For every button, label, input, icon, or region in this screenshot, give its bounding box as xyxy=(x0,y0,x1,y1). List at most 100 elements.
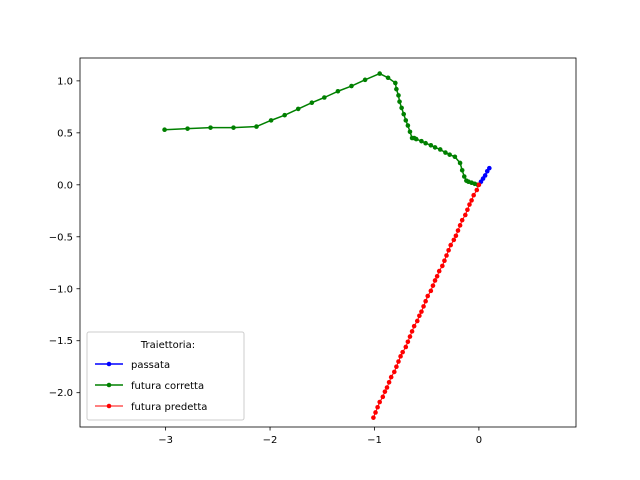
data-point-futura-predetta xyxy=(409,329,415,334)
legend-marker-swatch xyxy=(106,361,112,367)
data-point-futura-corretta xyxy=(457,160,463,166)
data-point-futura-predetta xyxy=(465,207,470,213)
data-point-futura-corretta xyxy=(443,150,448,155)
data-point-futura-corretta xyxy=(254,124,259,129)
data-point-futura-predetta xyxy=(448,242,453,248)
data-point-futura-predetta xyxy=(414,318,420,324)
data-point-futura-corretta xyxy=(403,118,409,123)
data-point-futura-corretta xyxy=(452,154,458,160)
x-tick-label: −1 xyxy=(367,435,382,446)
data-point-futura-predetta xyxy=(459,217,465,223)
data-point-futura-predetta xyxy=(398,354,403,359)
y-tick-label: −1.5 xyxy=(49,336,73,347)
data-point-futura-corretta xyxy=(385,75,391,81)
data-point-futura-predetta xyxy=(394,364,399,370)
data-point-futura-corretta xyxy=(162,127,167,133)
x-tick-label: 0 xyxy=(476,435,482,446)
data-point-futura-predetta xyxy=(392,369,397,375)
data-point-futura-corretta xyxy=(419,138,424,144)
data-point-futura-corretta xyxy=(437,147,443,152)
data-point-futura-predetta xyxy=(455,228,461,233)
data-point-futura-predetta xyxy=(380,394,386,400)
legend-label: futura predetta xyxy=(131,402,207,413)
data-point-futura-corretta xyxy=(231,125,236,130)
data-point-futura-predetta xyxy=(463,212,468,218)
data-point-futura-predetta xyxy=(451,237,457,243)
axes-layer: −3 −2 −1 0 1.0 0.5 0.0 −0.5 −1.0 −1.5 −2.0 xyxy=(49,76,482,446)
legend-entry-futura-predetta: futura predetta xyxy=(95,402,207,413)
legend-marker-swatch xyxy=(106,403,112,409)
data-point-futura-predetta xyxy=(396,359,401,364)
data-point-futura-predetta xyxy=(430,283,436,288)
data-point-passata xyxy=(487,165,492,171)
y-tick-label: 1.0 xyxy=(57,76,73,87)
data-point-futura-corretta xyxy=(377,71,382,76)
data-point-futura-predetta xyxy=(444,253,449,258)
data-point-futura-predetta xyxy=(471,192,476,198)
data-point-futura-predetta xyxy=(373,410,378,415)
data-point-futura-predetta xyxy=(375,404,380,410)
data-point-futura-corretta xyxy=(322,95,327,100)
legend-entry-passata: passata xyxy=(95,360,170,371)
data-point-futura-corretta xyxy=(405,123,411,128)
data-point-futura-corretta xyxy=(295,106,301,112)
data-point-futura-corretta xyxy=(413,136,419,142)
data-point-futura-predetta xyxy=(446,248,451,253)
data-point-futura-predetta xyxy=(400,349,405,355)
data-point-futura-corretta xyxy=(423,140,428,146)
series-futura-predetta xyxy=(371,182,482,420)
data-point-futura-corretta xyxy=(335,88,341,94)
data-point-futura-predetta xyxy=(411,323,417,329)
legend-entry-futura-corretta: futura corretta xyxy=(95,381,204,392)
data-point-futura-predetta xyxy=(469,198,474,203)
data-point-futura-corretta xyxy=(396,93,401,98)
data-point-futura-predetta xyxy=(428,288,434,294)
data-point-futura-corretta xyxy=(407,129,413,135)
data-point-futura-predetta xyxy=(432,278,438,283)
data-point-futura-corretta xyxy=(432,145,438,150)
data-point-futura-predetta xyxy=(371,415,376,420)
data-point-futura-corretta xyxy=(208,125,213,130)
data-point-futura-predetta xyxy=(423,298,428,304)
data-point-futura-corretta xyxy=(459,167,465,173)
data-point-futura-corretta xyxy=(399,105,404,111)
legend-marker-swatch xyxy=(106,382,112,388)
data-point-futura-predetta xyxy=(467,202,472,207)
plot-area-frame xyxy=(79,57,577,428)
data-point-futura-predetta xyxy=(382,389,388,394)
data-point-futura-corretta xyxy=(397,99,402,104)
data-point-futura-corretta xyxy=(394,86,399,92)
data-point-futura-predetta xyxy=(386,380,392,385)
data-point-futura-predetta xyxy=(421,304,426,309)
data-point-futura-predetta xyxy=(377,399,382,405)
x-tick-label: −3 xyxy=(158,435,173,446)
data-point-futura-predetta xyxy=(442,258,447,263)
data-point-futura-corretta xyxy=(268,118,274,123)
data-point-futura-predetta xyxy=(434,273,440,279)
data-point-futura-corretta xyxy=(447,152,452,157)
data-point-futura-corretta xyxy=(401,111,407,117)
y-tick-label: 0.0 xyxy=(57,180,73,191)
data-point-futura-corretta xyxy=(428,143,434,148)
legend-title: Traiettoria: xyxy=(140,340,195,351)
data-point-futura-predetta xyxy=(417,313,422,319)
data-point-futura-predetta xyxy=(476,182,482,188)
data-point-futura-predetta xyxy=(440,263,445,269)
legend-label: futura corretta xyxy=(131,381,204,392)
legend-box xyxy=(86,331,245,421)
data-point-futura-corretta xyxy=(349,83,354,89)
y-tick-label: −2.0 xyxy=(49,388,73,399)
series-layer xyxy=(162,71,492,420)
x-tick-label: −2 xyxy=(263,435,278,446)
data-point-futura-predetta xyxy=(419,309,424,314)
data-point-futura-predetta xyxy=(474,187,480,193)
data-point-futura-predetta xyxy=(384,385,390,390)
data-point-futura-corretta xyxy=(393,80,398,86)
data-point-futura-corretta xyxy=(185,126,190,131)
data-point-futura-corretta xyxy=(362,77,368,83)
legend: Traiettoria: passata futura corretta futur… xyxy=(86,331,245,421)
data-point-futura-predetta xyxy=(453,233,459,239)
data-point-futura-predetta xyxy=(405,339,411,345)
data-point-futura-predetta xyxy=(425,293,431,299)
